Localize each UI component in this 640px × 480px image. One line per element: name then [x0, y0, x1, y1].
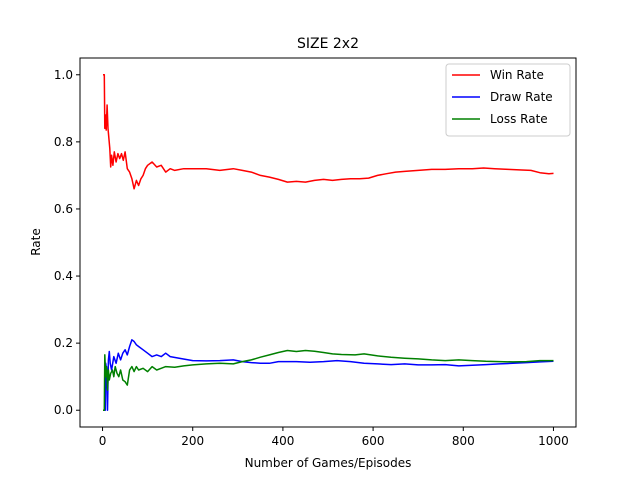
legend-box: [445, 63, 571, 137]
y-axis-label: Rate: [29, 228, 43, 256]
legend-label-loss-rate: Loss Rate: [490, 112, 548, 126]
series-line-draw-rate: [103, 339, 554, 411]
axes-layer: 0 200 400 600 800 1000 0.0 0.2 0.4 0.6 0.8 1.0: [54, 68, 569, 448]
x-tick-label: 200: [181, 434, 204, 448]
x-tick-label: 0: [99, 434, 107, 448]
x-tick-label: 400: [271, 434, 294, 448]
legend-label-win-rate: Win Rate: [490, 68, 544, 82]
legend-label-draw-rate: Draw Rate: [490, 90, 553, 104]
y-tick-label: 0.8: [54, 135, 73, 149]
x-axis-label: Number of Games/Episodes: [245, 456, 412, 470]
legend: Win Rate Draw Rate Loss Rate: [445, 63, 571, 137]
x-tick-label: 1000: [538, 434, 569, 448]
series-line-win-rate: [103, 74, 554, 190]
y-tick-label: 0.2: [54, 336, 73, 350]
y-tick-label: 0.4: [54, 269, 73, 283]
x-tick-label: 800: [452, 434, 475, 448]
series-line-loss-rate: [103, 349, 554, 411]
series-layer: [103, 74, 554, 411]
plot-frame: [79, 57, 577, 428]
y-tick-label: 0.0: [54, 403, 73, 417]
y-tick-label: 1.0: [54, 68, 73, 82]
y-tick-label: 0.6: [54, 202, 73, 216]
chart-title: SIZE 2x2: [297, 36, 359, 52]
x-tick-label: 600: [362, 434, 385, 448]
